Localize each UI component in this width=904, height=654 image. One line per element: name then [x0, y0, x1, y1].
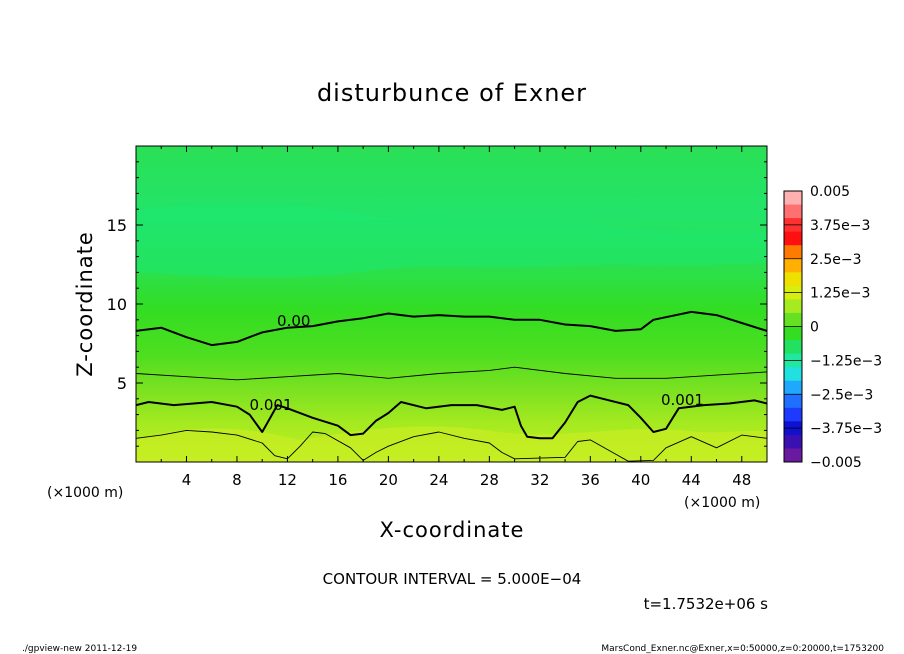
x-tick-label: 20 — [379, 471, 398, 489]
colorbar: 0.005 3.75e−3 2.5e−3 1.25e−3 0 −1.25e−3 −2.5e−… — [783, 184, 882, 471]
colorbar-label: −2.5e−3 — [810, 387, 873, 403]
x-axis-ticks: 4 8 12 16 20 24 28 32 36 40 44 48 — [160, 146, 751, 489]
contour-line — [136, 310, 767, 347]
contour-line — [136, 394, 767, 440]
contour-label: 0.00 — [277, 312, 310, 330]
y-tick-label: 10 — [107, 295, 127, 314]
x-tick-label: 40 — [631, 471, 650, 489]
contour-interval-text: CONTOUR INTERVAL = 5.000E−04 — [323, 570, 582, 588]
x-axis-label: X-coordinate — [380, 518, 525, 542]
field-band-lower — [136, 426, 767, 462]
colorbar-label: −3.75e−3 — [810, 421, 882, 437]
colorbar-label: −0.005 — [810, 455, 862, 471]
x-tick-label: 48 — [732, 471, 751, 489]
colorbar-swatch — [784, 204, 802, 219]
footer-right: MarsCond_Exner.nc@Exner,x=0:50000,z=0:20… — [601, 644, 884, 654]
colorbar-swatch — [784, 380, 802, 395]
y-axis-ticks: 5 10 15 — [107, 161, 767, 447]
plot-area: 0.00 0.001 0.001 — [136, 146, 767, 462]
x-unit-right: (×1000 m) — [684, 495, 760, 511]
colorbar-label: 2.5e−3 — [810, 252, 862, 268]
contour-line — [136, 429, 767, 462]
x-tick-label: 28 — [480, 471, 499, 489]
x-tick-label: 4 — [182, 471, 192, 489]
colorbar-swatch — [784, 272, 802, 287]
colorbar-swatch — [784, 367, 802, 382]
colorbar-swatch — [784, 245, 802, 260]
colorbar-swatch — [784, 231, 802, 246]
y-axis-label: Z-coordinate — [73, 231, 97, 377]
colorbar-label: 0 — [810, 320, 819, 336]
x-tick-label: 16 — [328, 471, 347, 489]
colorbar-swatch — [784, 258, 802, 273]
colorbar-swatch — [784, 299, 802, 314]
y-tick-label: 15 — [107, 216, 127, 235]
y-tick-label: 5 — [117, 374, 127, 393]
chart-title: disturbunce of Exner — [317, 79, 587, 107]
colorbar-label: 3.75e−3 — [810, 218, 870, 234]
colorbar-swatch — [784, 394, 802, 409]
x-tick-label: 8 — [232, 471, 242, 489]
field-fill — [136, 146, 767, 462]
colorbar-swatch — [784, 312, 802, 327]
x-unit-left: (×1000 m) — [47, 485, 123, 501]
time-text: t=1.7532e+06 s — [644, 595, 769, 613]
colorbar-label: 1.25e−3 — [810, 286, 870, 302]
colorbar-swatch — [784, 448, 802, 463]
x-tick-label: 24 — [429, 471, 448, 489]
colorbar-swatch — [784, 340, 802, 354]
colorbar-label: −1.25e−3 — [810, 353, 882, 369]
colorbar-swatch — [784, 434, 802, 449]
contour-line — [136, 366, 767, 381]
contour-label: 0.001 — [661, 391, 704, 409]
footer-left: ./gpview-new 2011-12-19 — [22, 644, 137, 654]
contour-lines: 0.00 0.001 0.001 — [136, 310, 767, 462]
x-tick-label: 36 — [581, 471, 600, 489]
field-band-upper — [136, 203, 767, 278]
colorbar-swatch — [784, 191, 802, 205]
x-tick-label: 44 — [682, 471, 701, 489]
colorbar-label: 0.005 — [810, 184, 850, 200]
colorbar-swatch — [784, 326, 802, 341]
colorbar-swatch — [784, 407, 802, 422]
x-tick-label: 12 — [278, 471, 297, 489]
x-tick-label: 32 — [530, 471, 549, 489]
contour-label: 0.001 — [250, 396, 293, 414]
